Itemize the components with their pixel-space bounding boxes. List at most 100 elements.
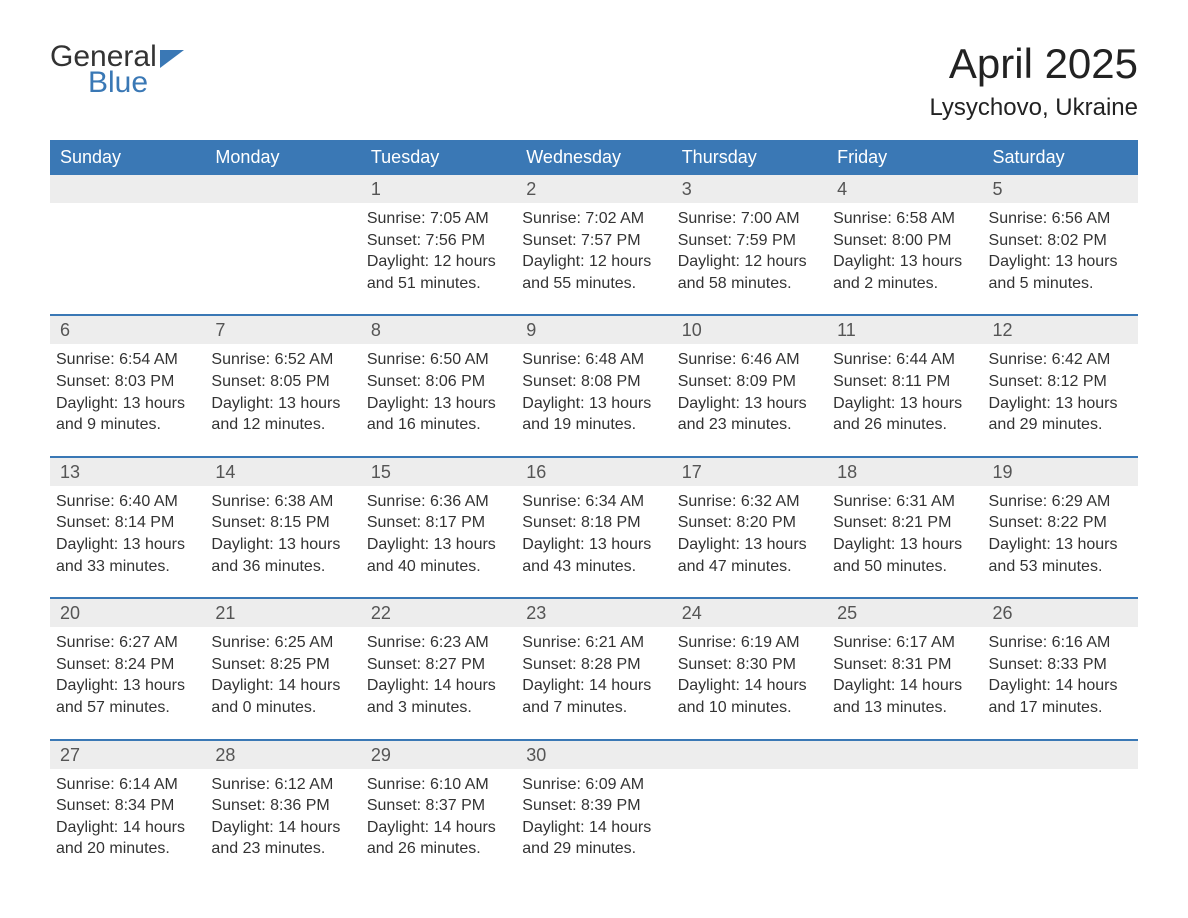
sunrise-text: Sunrise: 6:48 AM (522, 349, 661, 371)
daylight-text: Daylight: 12 hours and 55 minutes. (522, 251, 661, 294)
daylight-text: Daylight: 13 hours and 47 minutes. (678, 534, 817, 577)
sunrise-text: Sunrise: 6:32 AM (678, 491, 817, 513)
daylight-text: Daylight: 13 hours and 5 minutes. (989, 251, 1128, 294)
sunset-text: Sunset: 8:20 PM (678, 512, 817, 534)
day-number: 23 (516, 599, 671, 627)
day-cell: 9Sunrise: 6:48 AMSunset: 8:08 PMDaylight… (516, 316, 671, 437)
sunset-text: Sunset: 7:59 PM (678, 230, 817, 252)
daylight-text: Daylight: 12 hours and 51 minutes. (367, 251, 506, 294)
weekday-thursday: Thursday (672, 140, 827, 175)
sunrise-text: Sunrise: 7:05 AM (367, 208, 506, 230)
day-number: 10 (672, 316, 827, 344)
daylight-text: Daylight: 14 hours and 13 minutes. (833, 675, 972, 718)
day-cell: 5Sunrise: 6:56 AMSunset: 8:02 PMDaylight… (983, 175, 1138, 296)
day-number: 11 (827, 316, 982, 344)
day-cell: 12Sunrise: 6:42 AMSunset: 8:12 PMDayligh… (983, 316, 1138, 437)
sunset-text: Sunset: 7:57 PM (522, 230, 661, 252)
day-content: Sunrise: 7:05 AMSunset: 7:56 PMDaylight:… (361, 203, 516, 296)
sunset-text: Sunset: 8:06 PM (367, 371, 506, 393)
sunrise-text: Sunrise: 6:36 AM (367, 491, 506, 513)
sunrise-text: Sunrise: 6:34 AM (522, 491, 661, 513)
sunset-text: Sunset: 8:39 PM (522, 795, 661, 817)
sunset-text: Sunset: 8:08 PM (522, 371, 661, 393)
day-cell: 29Sunrise: 6:10 AMSunset: 8:37 PMDayligh… (361, 741, 516, 862)
day-number: 21 (205, 599, 360, 627)
sunrise-text: Sunrise: 6:54 AM (56, 349, 195, 371)
title-block: April 2025 Lysychovo, Ukraine (929, 40, 1138, 132)
sunrise-text: Sunrise: 6:10 AM (367, 774, 506, 796)
day-content: Sunrise: 6:40 AMSunset: 8:14 PMDaylight:… (50, 486, 205, 579)
day-number: 27 (50, 741, 205, 769)
week-row: 6Sunrise: 6:54 AMSunset: 8:03 PMDaylight… (50, 314, 1138, 437)
daylight-text: Daylight: 14 hours and 7 minutes. (522, 675, 661, 718)
day-cell: 22Sunrise: 6:23 AMSunset: 8:27 PMDayligh… (361, 599, 516, 720)
sunrise-text: Sunrise: 6:42 AM (989, 349, 1128, 371)
day-content: Sunrise: 6:46 AMSunset: 8:09 PMDaylight:… (672, 344, 827, 437)
daylight-text: Daylight: 13 hours and 53 minutes. (989, 534, 1128, 577)
day-cell: 20Sunrise: 6:27 AMSunset: 8:24 PMDayligh… (50, 599, 205, 720)
day-cell: 18Sunrise: 6:31 AMSunset: 8:21 PMDayligh… (827, 458, 982, 579)
daylight-text: Daylight: 14 hours and 29 minutes. (522, 817, 661, 860)
sunrise-text: Sunrise: 7:00 AM (678, 208, 817, 230)
day-content: Sunrise: 6:48 AMSunset: 8:08 PMDaylight:… (516, 344, 671, 437)
daylight-text: Daylight: 13 hours and 33 minutes. (56, 534, 195, 577)
sunset-text: Sunset: 7:56 PM (367, 230, 506, 252)
sunrise-text: Sunrise: 6:14 AM (56, 774, 195, 796)
sunrise-text: Sunrise: 6:50 AM (367, 349, 506, 371)
sunset-text: Sunset: 8:02 PM (989, 230, 1128, 252)
daylight-text: Daylight: 14 hours and 23 minutes. (211, 817, 350, 860)
daylight-text: Daylight: 13 hours and 57 minutes. (56, 675, 195, 718)
sunset-text: Sunset: 8:25 PM (211, 654, 350, 676)
sunset-text: Sunset: 8:00 PM (833, 230, 972, 252)
sunrise-text: Sunrise: 6:09 AM (522, 774, 661, 796)
weekday-header: Sunday Monday Tuesday Wednesday Thursday… (50, 140, 1138, 175)
day-number: 14 (205, 458, 360, 486)
sunrise-text: Sunrise: 6:19 AM (678, 632, 817, 654)
day-cell: 8Sunrise: 6:50 AMSunset: 8:06 PMDaylight… (361, 316, 516, 437)
sunrise-text: Sunrise: 6:31 AM (833, 491, 972, 513)
day-content: Sunrise: 6:17 AMSunset: 8:31 PMDaylight:… (827, 627, 982, 720)
day-content: Sunrise: 6:50 AMSunset: 8:06 PMDaylight:… (361, 344, 516, 437)
day-number: 3 (672, 175, 827, 203)
sunset-text: Sunset: 8:09 PM (678, 371, 817, 393)
day-content: Sunrise: 6:31 AMSunset: 8:21 PMDaylight:… (827, 486, 982, 579)
sunset-text: Sunset: 8:30 PM (678, 654, 817, 676)
day-content: Sunrise: 7:00 AMSunset: 7:59 PMDaylight:… (672, 203, 827, 296)
day-cell: 21Sunrise: 6:25 AMSunset: 8:25 PMDayligh… (205, 599, 360, 720)
day-cell (50, 175, 205, 296)
weeks-container: 1Sunrise: 7:05 AMSunset: 7:56 PMDaylight… (50, 175, 1138, 862)
day-number: 19 (983, 458, 1138, 486)
day-number: 18 (827, 458, 982, 486)
calendar: Sunday Monday Tuesday Wednesday Thursday… (50, 140, 1138, 862)
day-number: 4 (827, 175, 982, 203)
sunrise-text: Sunrise: 7:02 AM (522, 208, 661, 230)
day-cell: 11Sunrise: 6:44 AMSunset: 8:11 PMDayligh… (827, 316, 982, 437)
day-cell: 23Sunrise: 6:21 AMSunset: 8:28 PMDayligh… (516, 599, 671, 720)
sunrise-text: Sunrise: 6:16 AM (989, 632, 1128, 654)
day-number: 20 (50, 599, 205, 627)
day-content: Sunrise: 6:58 AMSunset: 8:00 PMDaylight:… (827, 203, 982, 296)
day-number: 17 (672, 458, 827, 486)
day-cell (827, 741, 982, 862)
sunset-text: Sunset: 8:14 PM (56, 512, 195, 534)
sunset-text: Sunset: 8:27 PM (367, 654, 506, 676)
day-content: Sunrise: 6:27 AMSunset: 8:24 PMDaylight:… (50, 627, 205, 720)
sunrise-text: Sunrise: 6:27 AM (56, 632, 195, 654)
weekday-friday: Friday (827, 140, 982, 175)
day-content: Sunrise: 6:56 AMSunset: 8:02 PMDaylight:… (983, 203, 1138, 296)
daylight-text: Daylight: 13 hours and 19 minutes. (522, 393, 661, 436)
day-content: Sunrise: 6:52 AMSunset: 8:05 PMDaylight:… (205, 344, 360, 437)
sunrise-text: Sunrise: 6:52 AM (211, 349, 350, 371)
sunset-text: Sunset: 8:15 PM (211, 512, 350, 534)
day-content: Sunrise: 6:16 AMSunset: 8:33 PMDaylight:… (983, 627, 1138, 720)
day-cell: 26Sunrise: 6:16 AMSunset: 8:33 PMDayligh… (983, 599, 1138, 720)
day-number: 25 (827, 599, 982, 627)
day-content: Sunrise: 6:21 AMSunset: 8:28 PMDaylight:… (516, 627, 671, 720)
header: General Blue April 2025 Lysychovo, Ukrai… (50, 40, 1138, 132)
daylight-text: Daylight: 13 hours and 23 minutes. (678, 393, 817, 436)
month-title: April 2025 (929, 40, 1138, 88)
day-number: 8 (361, 316, 516, 344)
day-number: 16 (516, 458, 671, 486)
day-number (827, 741, 982, 769)
week-row: 13Sunrise: 6:40 AMSunset: 8:14 PMDayligh… (50, 456, 1138, 579)
